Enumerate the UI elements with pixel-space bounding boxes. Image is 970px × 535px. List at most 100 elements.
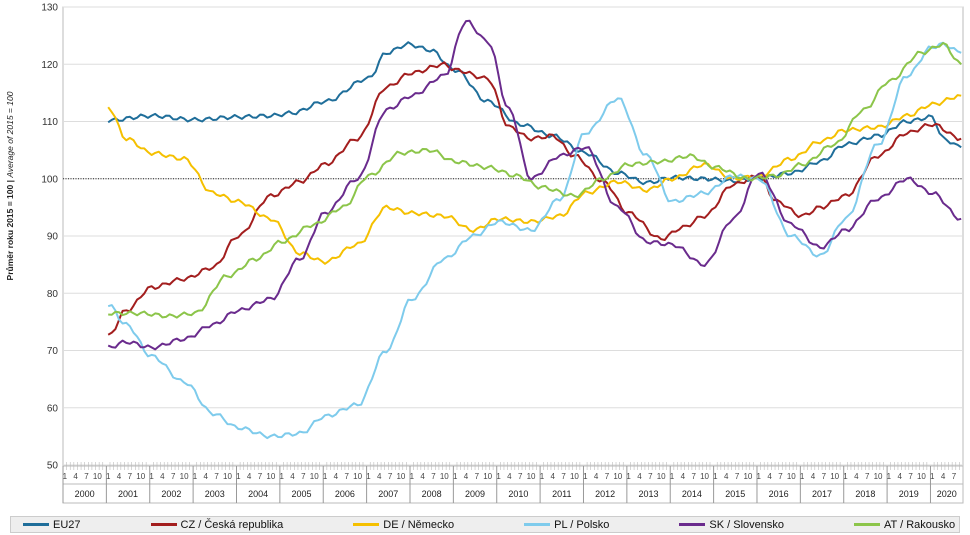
quarter-tick-label: 10 — [310, 472, 319, 481]
legend-item: DE / Německo — [353, 519, 454, 531]
quarter-tick-label: 7 — [735, 472, 740, 481]
legend-swatch — [679, 523, 706, 526]
quarter-tick-label: 10 — [830, 472, 839, 481]
quarter-tick-label: 4 — [941, 472, 946, 481]
quarter-tick-label: 7 — [778, 472, 783, 481]
year-tick-label: 2017 — [812, 489, 832, 499]
quarter-tick-label: 10 — [787, 472, 796, 481]
y-tick-label: 80 — [47, 289, 59, 300]
year-tick-label: 2005 — [292, 489, 312, 499]
legend-label: AT / Rakousko — [884, 518, 956, 531]
quarter-tick-label: 4 — [73, 472, 78, 481]
y-axis-label-separator: | — [5, 178, 15, 185]
y-tick-label: 70 — [47, 346, 59, 357]
year-tick-label: 2018 — [855, 489, 875, 499]
quarter-tick-label: 7 — [388, 472, 393, 481]
series-line-pl — [107, 41, 962, 440]
quarter-tick-label: 4 — [420, 472, 425, 481]
year-tick-label: 2002 — [161, 489, 181, 499]
quarter-tick-label: 7 — [214, 472, 219, 481]
legend-item: AT / Rakousko — [854, 519, 955, 531]
gridlines — [62, 6, 964, 466]
quarter-tick-label: 4 — [551, 472, 556, 481]
quarter-tick-label: 10 — [874, 472, 883, 481]
series-line-eu27 — [107, 41, 962, 186]
quarter-tick-label: 1 — [843, 472, 848, 481]
quarter-tick-label: 7 — [171, 472, 176, 481]
year-tick-label: 2014 — [682, 489, 702, 499]
y-tick-label: 60 — [47, 403, 59, 414]
quarter-tick-label: 4 — [290, 472, 295, 481]
quarter-tick-label: 4 — [898, 472, 903, 481]
quarter-tick-label: 10 — [396, 472, 405, 481]
quarter-tick-label: 1 — [366, 472, 371, 481]
quarter-tick-label: 7 — [84, 472, 89, 481]
quarter-tick-label: 1 — [193, 472, 198, 481]
year-tick-label: 2008 — [422, 489, 442, 499]
quarter-tick-label: 7 — [648, 472, 653, 481]
y-tick-label: 100 — [41, 174, 58, 185]
quarter-tick-label: 10 — [440, 472, 449, 481]
quarter-tick-label: 1 — [800, 472, 805, 481]
y-tick-label: 120 — [41, 60, 58, 71]
quarter-tick-label: 7 — [258, 472, 263, 481]
quarter-tick-label: 7 — [952, 472, 957, 481]
quarter-tick-label: 4 — [637, 472, 642, 481]
quarter-tick-label: 1 — [713, 472, 718, 481]
quarter-tick-label: 10 — [266, 472, 275, 481]
legend-swatch — [353, 523, 380, 526]
y-tick-label: 50 — [47, 461, 59, 472]
legend-item: EU27 — [23, 519, 81, 531]
quarter-tick-label: 4 — [247, 472, 252, 481]
x-axis: 1 4 7 10 1 4 7 10 1 4 7 10 1 4 7 10 1 4 7 10 1 4 7 10 1 4 7 10 1 4 7 10… — [62, 462, 964, 504]
quarter-tick-label: 10 — [700, 472, 709, 481]
quarter-tick-label: 7 — [345, 472, 350, 481]
quarter-tick-label: 10 — [136, 472, 145, 481]
quarter-tick-label: 1 — [496, 472, 501, 481]
quarter-tick-label: 1 — [757, 472, 762, 481]
year-tick-label: 2001 — [118, 489, 138, 499]
quarter-tick-label: 1 — [106, 472, 111, 481]
y-axis-label-en: Average of 2015 = 100 — [5, 91, 15, 178]
year-tick-label: 2019 — [899, 489, 919, 499]
quarter-tick-label: 1 — [63, 472, 68, 481]
quarter-tick-label: 1 — [453, 472, 458, 481]
y-tick-label: 130 — [41, 3, 58, 14]
y-tick-label: 90 — [47, 232, 59, 243]
legend: EU27 CZ / Česká republika DE / Německo PL /… — [10, 516, 960, 533]
year-tick-label: 2013 — [639, 489, 659, 499]
quarter-tick-label: 4 — [767, 472, 772, 481]
quarter-tick-label: 10 — [93, 472, 102, 481]
year-tick-label: 2009 — [465, 489, 485, 499]
year-tick-label: 2016 — [769, 489, 789, 499]
y-axis-ticks: 50 60 70 80 90 100 110 120 130 — [41, 3, 58, 472]
quarter-tick-label: 10 — [353, 472, 362, 481]
quarter-tick-label: 7 — [822, 472, 827, 481]
quarter-tick-label: 10 — [570, 472, 579, 481]
quarter-tick-label: 1 — [583, 472, 588, 481]
year-tick-label: 2015 — [725, 489, 745, 499]
quarter-tick-label: 7 — [561, 472, 566, 481]
legend-label: EU27 — [53, 518, 81, 531]
quarter-tick-label: 4 — [117, 472, 122, 481]
quarter-tick-label: 10 — [180, 472, 189, 481]
legend-swatch — [524, 523, 551, 526]
year-tick-label: 2004 — [248, 489, 268, 499]
legend-swatch — [854, 523, 880, 526]
quarter-tick-label: 7 — [475, 472, 480, 481]
year-tick-label: 2020 — [937, 489, 957, 499]
quarter-tick-label: 4 — [811, 472, 816, 481]
quarter-tick-label: 4 — [854, 472, 859, 481]
quarter-tick-label: 10 — [657, 472, 666, 481]
quarter-tick-label: 1 — [887, 472, 892, 481]
year-tick-label: 2011 — [552, 489, 571, 499]
year-tick-label: 2003 — [205, 489, 225, 499]
quarter-tick-label: 4 — [464, 472, 469, 481]
quarter-tick-label: 10 — [917, 472, 926, 481]
year-tick-label: 2000 — [75, 489, 95, 499]
quarter-tick-label: 1 — [279, 472, 284, 481]
quarter-tick-label: 1 — [626, 472, 631, 481]
legend-swatch — [23, 523, 49, 526]
series-lines — [107, 19, 962, 440]
